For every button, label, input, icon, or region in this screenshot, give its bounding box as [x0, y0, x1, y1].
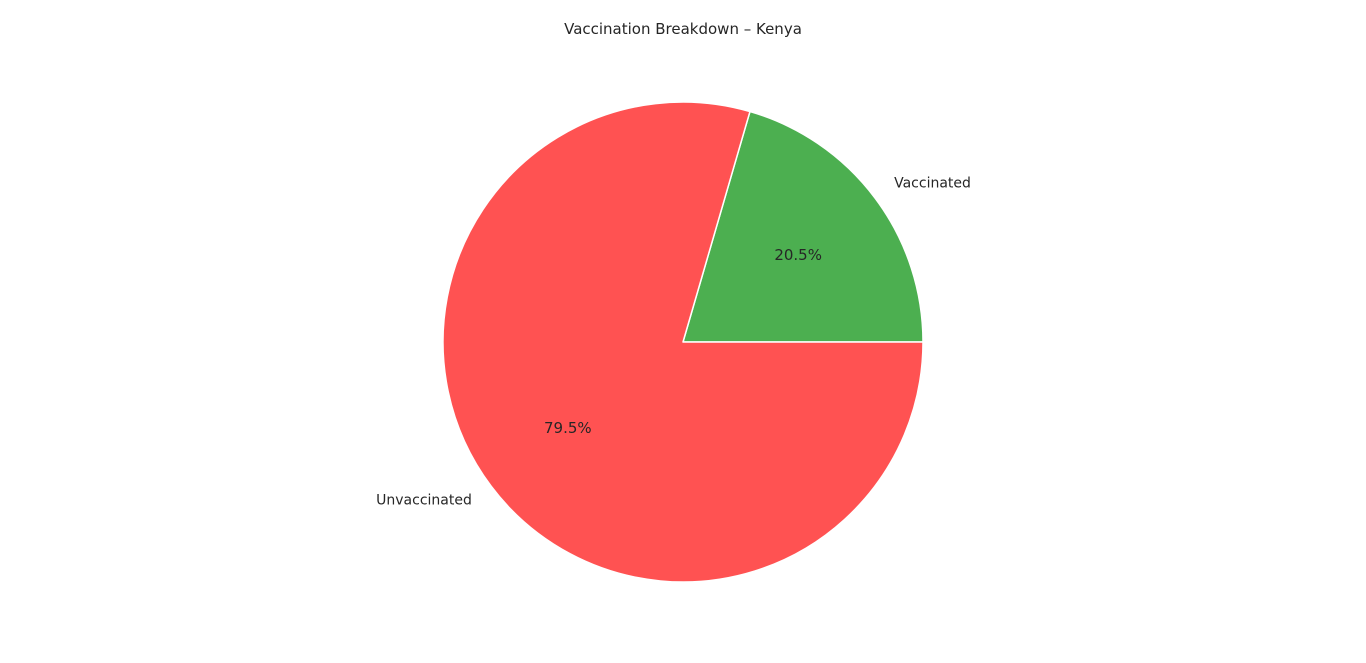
slice-label-unvaccinated: Unvaccinated: [376, 493, 472, 509]
pie-slices: [442, 101, 924, 583]
slice-percent-vaccinated: 20.5%: [774, 246, 822, 264]
chart-title: Vaccination Breakdown – Kenya: [564, 20, 802, 38]
pie-slice-vaccinated: [682, 110, 924, 343]
pie-slice-unvaccinated: [442, 101, 924, 583]
slice-percent-unvaccinated: 79.5%: [544, 419, 592, 437]
pie-labels: Vaccinated 20.5% Unvaccinated 79.5%: [376, 175, 971, 508]
slice-label-vaccinated: Vaccinated: [894, 175, 971, 191]
